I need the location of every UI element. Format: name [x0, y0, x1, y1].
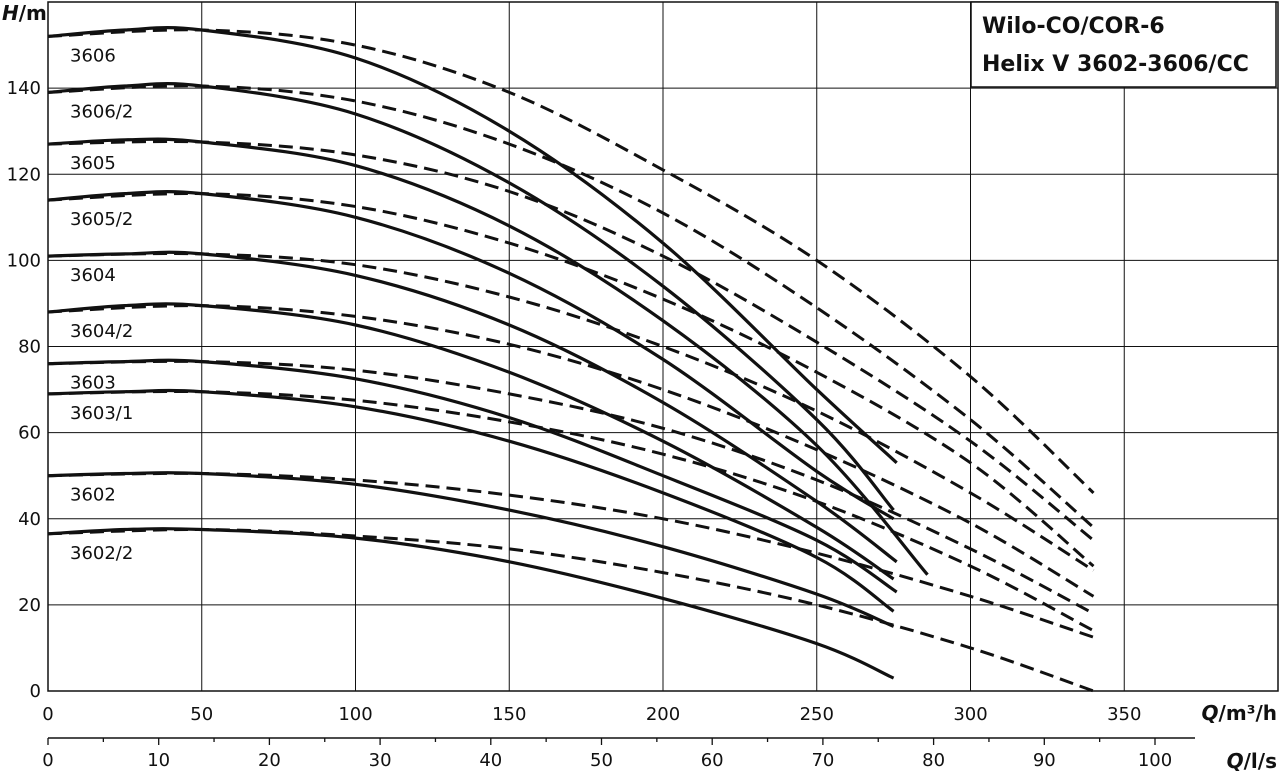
- solid-curve: [47, 527, 895, 680]
- secondary-x-tick-label: 40: [479, 750, 502, 771]
- y-tick-label: 0: [30, 681, 41, 702]
- x-tick-label: 300: [953, 704, 987, 725]
- secondary-x-axis-label: Q/l/s: [1227, 749, 1277, 773]
- title-box: Wilo-CO/COR-6 Helix V 3602-3606/CC: [970, 1, 1277, 88]
- x-axis-ticks: 0 50 100 150 200 250 300 350: [42, 704, 1141, 725]
- y-tick-label: 60: [18, 423, 41, 444]
- chart-title-line-2: Helix V 3602-3606/CC: [982, 52, 1249, 77]
- secondary-x-tick-label: 10: [147, 750, 170, 771]
- secondary-x-tick-label: 100: [1138, 750, 1172, 771]
- series-3605-2: [47, 190, 1095, 568]
- y-tick-label: 40: [18, 509, 41, 530]
- series-3606: [47, 26, 1095, 494]
- secondary-x-tick-label: 60: [701, 750, 724, 771]
- title-box-frame: [970, 1, 1277, 88]
- solid-curve: [47, 388, 895, 613]
- chart-curves: [47, 26, 1095, 693]
- secondary-x-tick-label: 80: [922, 750, 945, 771]
- x-tick-label: 100: [338, 704, 372, 725]
- y-tick-label: 140: [7, 78, 41, 99]
- y-axis-ticks: 0 20 40 60 80 100 120 140: [7, 78, 41, 702]
- solid-curve: [47, 358, 898, 594]
- curve-label: 3605/2: [70, 209, 133, 230]
- solid-curve: [47, 302, 895, 581]
- solid-curve: [47, 137, 929, 576]
- curve-label: 3604: [70, 265, 116, 286]
- x-tick-label: 350: [1107, 704, 1141, 725]
- secondary-x-tick-label: 30: [369, 750, 392, 771]
- y-tick-label: 20: [18, 595, 41, 616]
- curve-label: 3606: [70, 45, 116, 66]
- dashed-curve: [47, 28, 1095, 494]
- curve-label: 3606/2: [70, 101, 133, 122]
- secondary-x-tick-label: 70: [811, 750, 834, 771]
- dashed-curve: [47, 471, 1094, 639]
- series-3604-2: [47, 302, 1095, 598]
- curve-labels: 3606 3606/2 3605 3605/2 3604 3604/2 3603 3603/1…: [70, 45, 133, 563]
- chart-grid: [47, 1, 1279, 692]
- secondary-x-tick-label: 0: [42, 750, 53, 771]
- x-tick-label: 50: [190, 704, 213, 725]
- curve-label: 3603: [70, 373, 116, 394]
- dashed-curve: [47, 139, 1095, 542]
- chart-title-line-1: Wilo-CO/COR-6: [982, 14, 1165, 39]
- series-3603: [47, 358, 1095, 615]
- secondary-x-tick-label: 90: [1033, 750, 1056, 771]
- dashed-curve: [47, 84, 1095, 529]
- series-3602: [47, 471, 1094, 639]
- series-3603-1: [47, 388, 1095, 633]
- dashed-curve: [47, 389, 1095, 633]
- y-tick-label: 100: [7, 250, 41, 271]
- dashed-curve: [47, 191, 1095, 568]
- curve-label: 3602/2: [70, 543, 133, 564]
- y-axis-label: H/m: [2, 1, 47, 25]
- y-tick-label: 120: [7, 164, 41, 185]
- curve-label: 3605: [70, 153, 116, 174]
- x-tick-label: 250: [800, 704, 834, 725]
- x-axis-label: Q/m³/h: [1202, 701, 1277, 725]
- solid-curve: [47, 190, 895, 521]
- series-3605: [47, 137, 1095, 576]
- series-3604: [47, 250, 1095, 572]
- solid-curve: [47, 250, 898, 564]
- curve-label: 3602: [70, 485, 116, 506]
- x-tick-label: 200: [646, 704, 680, 725]
- secondary-x-tick-label: 20: [258, 750, 281, 771]
- x-tick-label: 150: [492, 704, 526, 725]
- curve-label: 3603/1: [70, 403, 133, 424]
- x-tick-label: 0: [42, 704, 53, 725]
- solid-curve: [47, 471, 895, 628]
- y-tick-label: 80: [18, 337, 41, 358]
- secondary-x-axis-ticks: 0 10 20 30 40 50 60 70 80 90 100: [42, 737, 1195, 771]
- secondary-x-tick-label: 50: [590, 750, 613, 771]
- solid-curve: [47, 82, 895, 512]
- solid-curve: [47, 26, 898, 464]
- curve-label: 3604/2: [70, 321, 133, 342]
- dashed-curve: [47, 527, 1094, 693]
- series-3602-2: [47, 527, 1094, 693]
